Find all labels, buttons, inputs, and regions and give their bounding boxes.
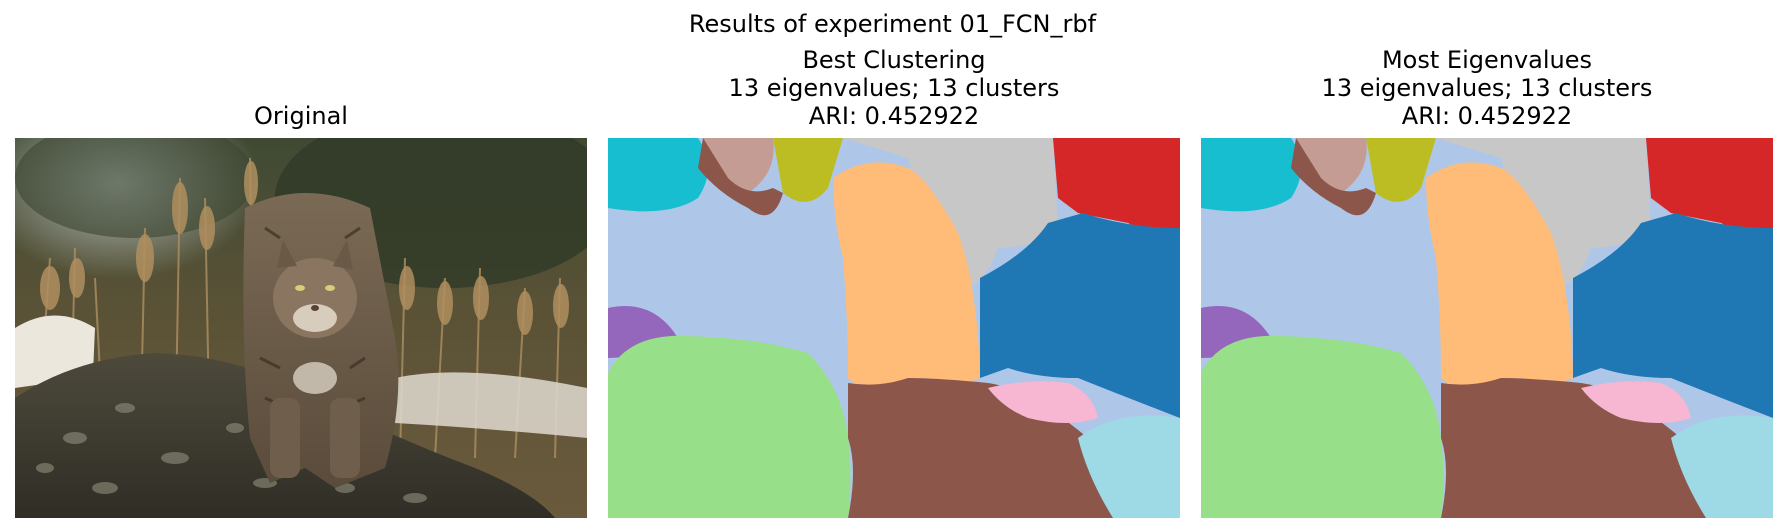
panel-title-best-clustering: Best Clustering 13 eigenvalues; 13 clust… — [608, 46, 1180, 130]
best-clustering-map — [608, 138, 1180, 518]
panel-title-line: ARI: 0.452922 — [808, 102, 980, 130]
panel-title-line: Most Eigenvalues — [1381, 46, 1593, 74]
original-image — [15, 138, 587, 518]
panel-title-line: 13 eigenvalues; 13 clusters — [728, 74, 1060, 102]
best-clustering-panel — [608, 138, 1180, 518]
panel-title-line: Original — [254, 102, 348, 130]
panel-title-original: Original — [15, 102, 587, 130]
most-eigenvalues-panel — [1201, 138, 1773, 518]
most-eigenvalues-map — [1201, 138, 1773, 518]
panel-title-line: 13 eigenvalues; 13 clusters — [1321, 74, 1653, 102]
panel-title-most-eigenvalues: Most Eigenvalues 13 eigenvalues; 13 clus… — [1201, 46, 1773, 130]
panel-title-line: ARI: 0.452922 — [1401, 102, 1573, 130]
panel-title-line: Best Clustering — [802, 46, 986, 74]
original-image-panel — [15, 138, 587, 518]
figure-suptitle: Results of experiment 01_FCN_rbf — [688, 10, 1097, 38]
